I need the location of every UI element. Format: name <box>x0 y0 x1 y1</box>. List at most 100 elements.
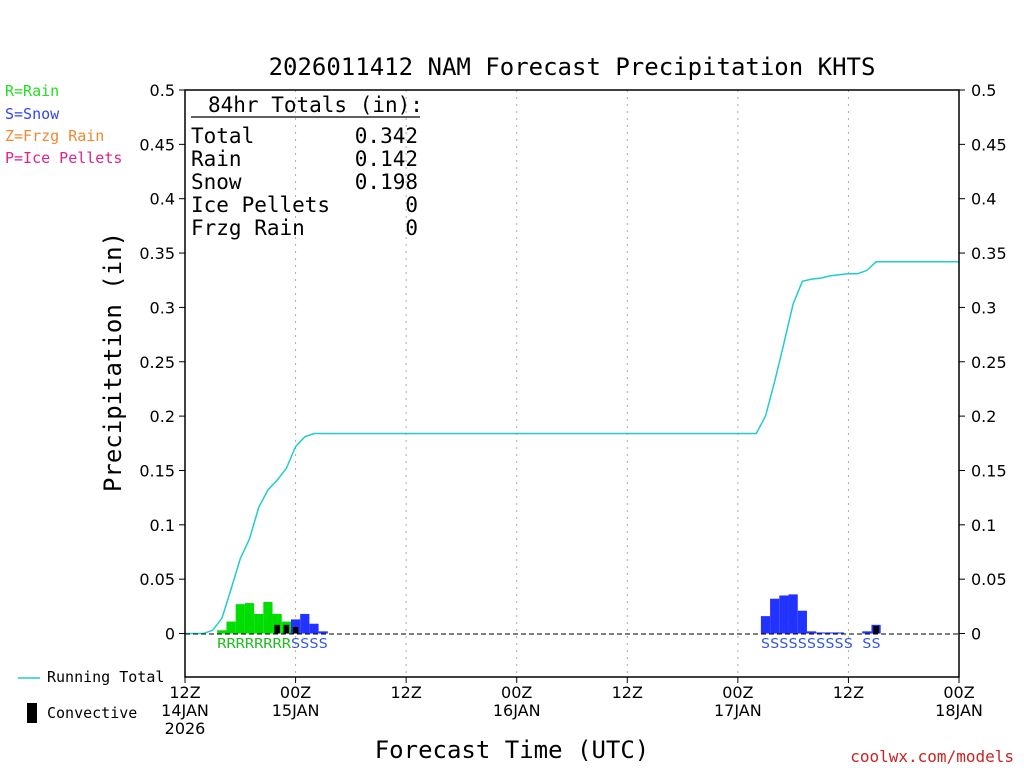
legend-snow: S=Snow <box>5 105 60 123</box>
y-tick-label-left: 0.25 <box>139 353 175 372</box>
y-tick-label-left: 0.4 <box>150 190 175 209</box>
totals-value-snow: 0.198 <box>355 170 418 194</box>
y-tick-label-left: 0.05 <box>139 570 175 589</box>
x-tick-label: 00Z <box>722 683 753 702</box>
y-tick-label-left: 0.15 <box>139 461 175 480</box>
totals-value-frzg-rain: 0 <box>405 216 418 240</box>
convective-legend-swatch <box>27 703 37 723</box>
totals-label-ice-pellets: Ice Pellets <box>191 193 330 217</box>
x-tick-label: 2026 <box>165 719 206 738</box>
precip-bar-snow <box>760 616 771 634</box>
x-tick-label: 16JAN <box>493 701 541 720</box>
xlabel: Forecast Time (UTC) <box>375 736 650 764</box>
y-tick-label-right: 0.1 <box>971 516 996 535</box>
totals-label-snow: Snow <box>191 170 242 194</box>
precip-bar-rain <box>235 604 245 634</box>
precip-bars <box>217 594 881 634</box>
x-tick-label: 00Z <box>280 683 311 702</box>
precip-bar-snow <box>834 632 844 634</box>
y-tick-label-right: 0.35 <box>971 244 1007 263</box>
running-total-legend-label: Running Total <box>47 668 164 686</box>
precip-bar-rain <box>244 603 255 634</box>
y-tick-label-right: 0.2 <box>971 407 996 426</box>
precip-type-legend: R=Rain S=Snow Z=Frzg Rain P=Ice Pellets <box>5 82 122 167</box>
precip-bar-snow <box>770 598 780 634</box>
x-tick-label: 12Z <box>169 683 200 702</box>
ylabel: Precipitation (in) <box>99 232 127 492</box>
convective-bar <box>283 624 290 634</box>
precip-bar-snow <box>816 632 826 634</box>
y-tick-label-right: 0.25 <box>971 353 1007 372</box>
y-tick-label-right: 0.45 <box>971 135 1007 154</box>
running-total-line <box>185 261 959 635</box>
x-tick-label: 15JAN <box>272 701 320 720</box>
x-tick-label: 12Z <box>612 683 643 702</box>
x-tick-label: 00Z <box>501 683 532 702</box>
totals-box: 84hr Totals (in): Total 0.342 Rain 0.142… <box>191 93 423 240</box>
precip-type-label-snow: SSSSSSSSSS <box>761 637 853 652</box>
x-tick-label: 12Z <box>390 683 421 702</box>
convective-bar <box>292 626 299 634</box>
totals-label-rain: Rain <box>191 147 242 171</box>
precip-type-labels: RRRRRRRR SSSS SSSSSSSSSS SS <box>217 637 880 652</box>
precip-type-label-rain: RRRRRRRR <box>217 637 291 652</box>
precip-type-label-snow: SS <box>862 637 880 652</box>
precip-bar-rain <box>263 601 273 634</box>
y-tick-label-left: 0.2 <box>150 407 175 426</box>
precip-bar-rain <box>254 613 264 634</box>
y-axis-title: Precipitation (in) <box>99 232 127 492</box>
x-tick-label: 17JAN <box>714 701 762 720</box>
x-tick-label: 18JAN <box>935 701 983 720</box>
chart-title: 2026011412 NAM Forecast Precipitation KH… <box>269 53 876 81</box>
y-tick-label-right: 0.3 <box>971 298 996 317</box>
precip-bar-snow <box>806 631 817 634</box>
x-tick-label: 12Z <box>833 683 864 702</box>
precip-bar-snow <box>779 595 789 634</box>
convective-legend-label: Convective <box>47 704 137 722</box>
precip-bar-snow <box>300 613 310 634</box>
totals-header: 84hr Totals (in): <box>208 93 423 117</box>
precip-bar-snow <box>309 623 319 634</box>
precip-type-label-snow: SSSS <box>291 637 328 652</box>
y-axis-ticks: 0 00.05 0.050.1 0.10.15 0.150.2 0.20.25 0.250.… <box>139 81 1006 644</box>
precip-bar-snow <box>290 619 301 634</box>
y-tick-label-right: 0.4 <box>971 190 996 209</box>
precip-bar-snow <box>862 631 872 634</box>
y-tick-label-left: 0.3 <box>150 298 175 317</box>
y-tick-label-left: 0.1 <box>150 516 175 535</box>
totals-value-total: 0.342 <box>355 124 418 148</box>
precip-bar-snow <box>825 632 835 634</box>
plot-frame <box>184 89 960 678</box>
y-tick-label-left: 0.5 <box>150 81 175 100</box>
totals-value-rain: 0.142 <box>355 147 418 171</box>
totals-label-frzg-rain: Frzg Rain <box>191 216 305 240</box>
precip-bar-rain <box>226 621 236 634</box>
convective-bar <box>274 624 280 634</box>
legend-frzg-rain: Z=Frzg Rain <box>5 127 104 145</box>
y-tick-label-right: 0 <box>971 625 981 644</box>
y-tick-label-right: 0.5 <box>971 81 996 100</box>
precip-bar-rain <box>272 613 282 634</box>
y-tick-label-right: 0.05 <box>971 570 1007 589</box>
precip-bar-snow <box>318 631 328 634</box>
precip-bar-snow <box>788 594 798 634</box>
x-tick-label: 14JAN <box>161 701 209 720</box>
x-tick-label: 00Z <box>943 683 974 702</box>
legend-rain: R=Rain <box>5 82 59 100</box>
y-tick-label-right: 0.15 <box>971 461 1007 480</box>
convective-bars <box>274 624 879 634</box>
precip-bar-rain <box>217 630 227 634</box>
totals-label-total: Total <box>191 124 254 148</box>
y-tick-label-left: 0.45 <box>139 135 175 154</box>
credit-text: coolwx.com/models <box>850 747 1014 766</box>
precip-bar-snow <box>797 610 807 634</box>
convective-bar <box>873 625 879 634</box>
running-total-layer <box>185 261 959 635</box>
y-tick-label-left: 0 <box>165 625 175 644</box>
y-tick-label-left: 0.35 <box>139 244 175 263</box>
legend-ice-pellets: P=Ice Pellets <box>5 149 122 167</box>
bottom-legend: Running Total Convective <box>18 668 164 723</box>
totals-value-ice-pellets: 0 <box>405 193 418 217</box>
